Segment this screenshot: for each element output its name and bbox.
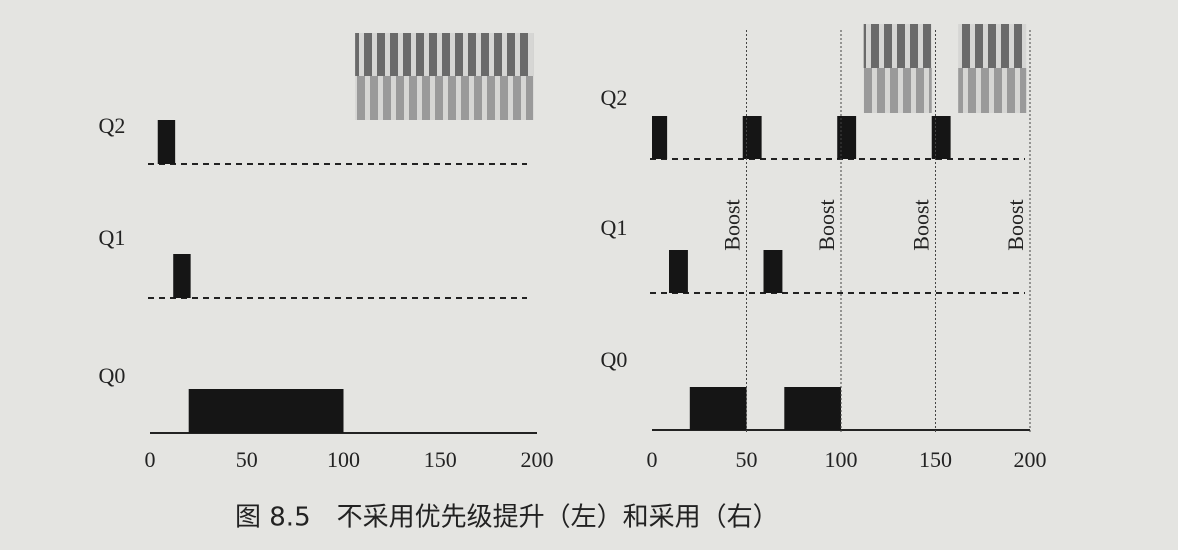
run-block — [157, 120, 176, 164]
x-tick-label: 200 — [1014, 447, 1047, 472]
caption: 图 8.5 不采用优先级提升（左）和采用（右） — [235, 503, 779, 533]
x-tick-label: 50 — [236, 447, 258, 472]
queue-label: Q0 — [601, 347, 628, 372]
interactive-stripes — [958, 68, 1027, 113]
run-block — [837, 116, 857, 159]
x-tick-label: 100 — [825, 447, 858, 472]
boost-label: Boost — [720, 199, 745, 250]
run-block — [763, 250, 783, 293]
boost-label: Boost — [814, 199, 839, 250]
run-block — [188, 389, 344, 433]
run-block — [931, 116, 951, 159]
run-block — [652, 116, 668, 159]
x-tick-label: 150 — [919, 447, 952, 472]
run-block — [784, 387, 841, 430]
run-block — [173, 254, 191, 298]
run-block — [689, 387, 747, 430]
run-block — [742, 116, 762, 159]
queue-label: Q1 — [601, 215, 628, 240]
interactive-stripes — [958, 24, 1027, 68]
interactive-stripes — [863, 24, 932, 68]
boost-label: Boost — [1003, 199, 1028, 250]
x-tick-label: 100 — [327, 447, 360, 472]
queue-label: Q1 — [99, 225, 126, 250]
queue-label: Q2 — [601, 85, 628, 110]
run-block — [669, 250, 688, 293]
boost-label: Boost — [909, 199, 934, 250]
x-tick-label: 200 — [521, 447, 554, 472]
x-tick-label: 0 — [647, 447, 658, 472]
interactive-stripes — [355, 33, 534, 76]
queue-label: Q0 — [99, 363, 126, 388]
interactive-stripes — [355, 76, 534, 120]
x-tick-label: 0 — [145, 447, 156, 472]
queue-label: Q2 — [99, 113, 126, 138]
x-tick-label: 50 — [736, 447, 758, 472]
x-tick-label: 150 — [424, 447, 457, 472]
interactive-stripes — [863, 68, 932, 113]
